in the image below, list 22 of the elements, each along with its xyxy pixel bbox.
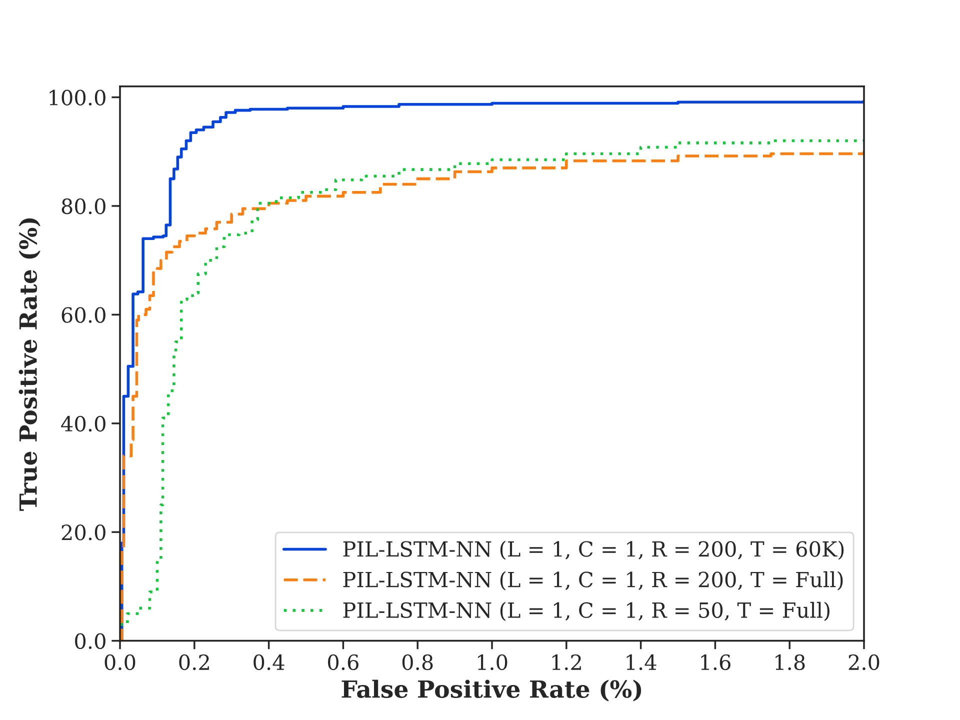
legend-label: PIL-LSTM-NN (L = 1, C = 1, R = 200, T = 60K) (343, 540, 844, 560)
x-tick-label: 0.6 (328, 654, 358, 670)
x-tick-label: 1.2 (552, 654, 581, 670)
x-tick-label: 1.4 (626, 654, 656, 670)
y-tick-label: 20.0 (62, 524, 106, 540)
x-tick-label: 2.0 (848, 654, 880, 670)
x-tick-label: 0.4 (254, 654, 284, 670)
x-axis-title: False Positive Rate (%) (342, 680, 642, 702)
y-tick-label: 100.0 (50, 90, 106, 106)
x-tick-label: 0.8 (402, 654, 433, 670)
x-tick-label: 0.0 (104, 654, 136, 670)
legend-label: PIL-LSTM-NN (L = 1, C = 1, R = 200, T = Full) (343, 571, 843, 590)
y-tick-label: 80.0 (62, 198, 106, 214)
y-tick-label: 0.0 (75, 633, 106, 650)
x-tick-label: 1.6 (701, 654, 730, 670)
x-tick-label: 1.0 (478, 654, 508, 670)
y-axis-title: True Positive Rate (%) (18, 218, 40, 511)
x-tick-label: 1.8 (776, 654, 805, 670)
x-tick-label: 0.2 (179, 654, 209, 670)
y-tick-label: 60.0 (62, 307, 106, 323)
y-tick-label: 40.0 (61, 416, 106, 432)
legend-label: PIL-LSTM-NN (L = 1, C = 1, R = 50, T = Full) (343, 602, 830, 621)
